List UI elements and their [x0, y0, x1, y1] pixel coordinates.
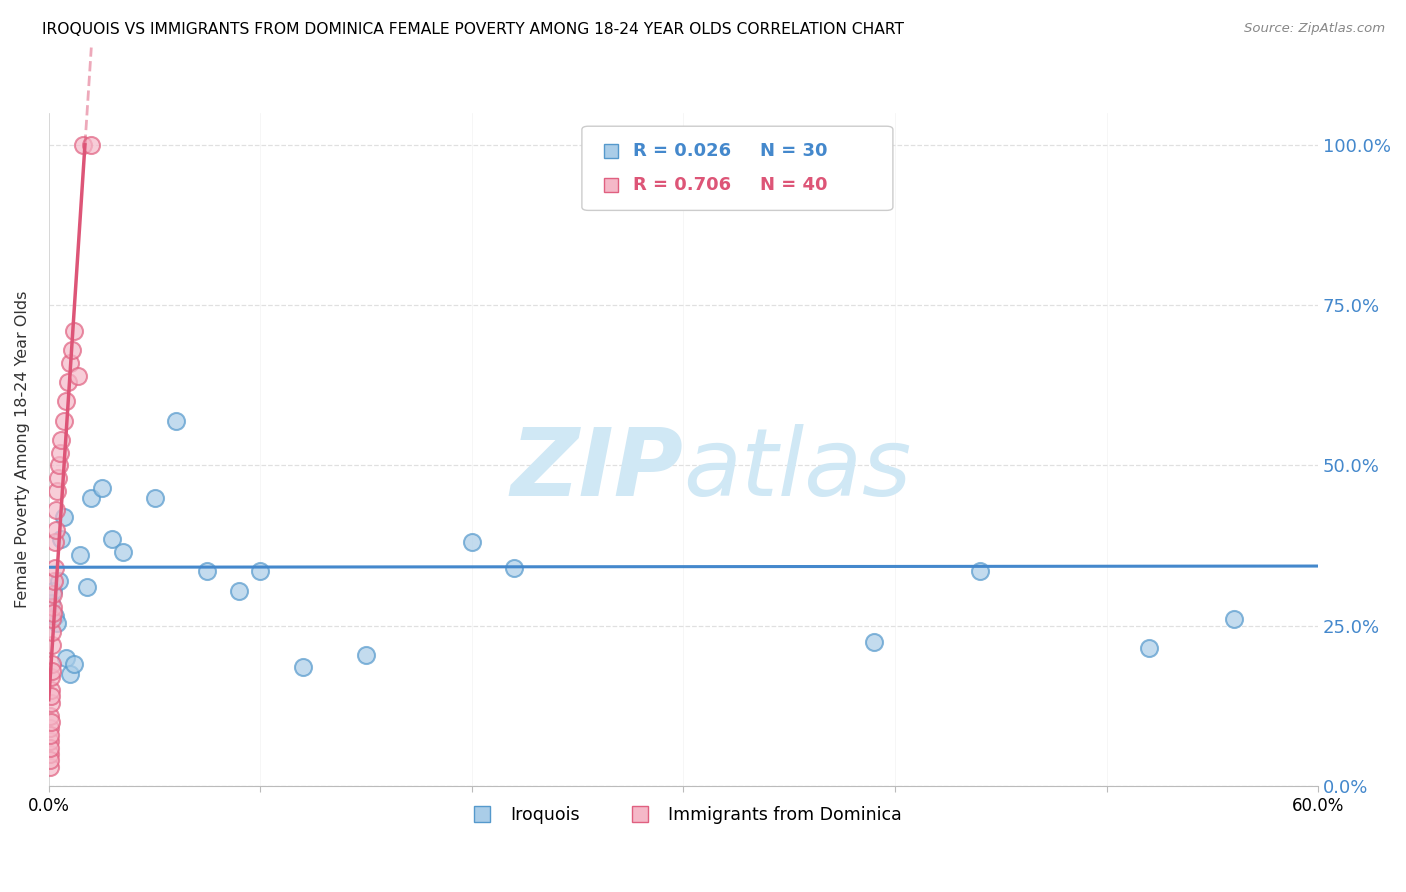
Point — [49, 445, 72, 459]
Point — [44, 535, 66, 549]
Point — [56, 375, 79, 389]
Point — [249, 564, 271, 578]
Point — [90, 481, 112, 495]
Point — [143, 491, 166, 505]
Point — [44, 609, 66, 624]
Point — [291, 660, 314, 674]
Point — [503, 561, 526, 575]
Point — [39, 740, 62, 755]
Point — [48, 574, 70, 588]
Point — [42, 606, 65, 620]
Point — [111, 545, 134, 559]
Point — [39, 690, 62, 704]
Point — [41, 638, 63, 652]
Point — [101, 533, 124, 547]
Y-axis label: Female Poverty Among 18-24 Year Olds: Female Poverty Among 18-24 Year Olds — [15, 291, 30, 608]
Point — [42, 574, 65, 588]
Point — [42, 583, 65, 598]
Point — [41, 664, 63, 678]
Point — [1137, 641, 1160, 656]
Point — [41, 657, 63, 672]
Text: R = 0.706: R = 0.706 — [633, 176, 731, 194]
Point — [67, 368, 90, 383]
Point — [1222, 612, 1244, 626]
Point — [72, 137, 94, 152]
Point — [80, 491, 103, 505]
Point — [39, 708, 62, 723]
Point — [39, 754, 62, 768]
Point — [39, 670, 62, 684]
Point — [38, 734, 60, 748]
Point — [69, 548, 91, 562]
Point — [52, 509, 75, 524]
Point — [39, 696, 62, 710]
Point — [41, 599, 63, 614]
Point — [55, 394, 77, 409]
Point — [165, 414, 187, 428]
Point — [38, 747, 60, 761]
Point — [45, 523, 67, 537]
Text: ZIP: ZIP — [510, 424, 683, 516]
Point — [41, 625, 63, 640]
Point — [39, 596, 62, 610]
Text: Source: ZipAtlas.com: Source: ZipAtlas.com — [1244, 22, 1385, 36]
Text: atlas: atlas — [683, 424, 911, 516]
Point — [969, 564, 991, 578]
Point — [39, 728, 62, 742]
Point — [51, 533, 73, 547]
Point — [46, 471, 69, 485]
Point — [228, 583, 250, 598]
Point — [52, 414, 75, 428]
Point — [48, 458, 70, 473]
Point — [59, 666, 82, 681]
Point — [76, 580, 98, 594]
Text: IROQUOIS VS IMMIGRANTS FROM DOMINICA FEMALE POVERTY AMONG 18-24 YEAR OLDS CORREL: IROQUOIS VS IMMIGRANTS FROM DOMINICA FEM… — [42, 22, 904, 37]
Point — [354, 648, 377, 662]
Point — [630, 153, 652, 168]
Point — [46, 615, 69, 630]
Point — [80, 137, 103, 152]
Point — [42, 587, 65, 601]
Point — [38, 760, 60, 774]
Point — [39, 722, 62, 736]
Legend: Iroquois, Immigrants from Dominica: Iroquois, Immigrants from Dominica — [458, 799, 908, 831]
Text: R = 0.026: R = 0.026 — [633, 142, 731, 161]
FancyBboxPatch shape — [582, 126, 893, 211]
Point — [60, 343, 83, 357]
Point — [45, 503, 67, 517]
Point — [39, 682, 62, 697]
Point — [197, 564, 219, 578]
Point — [46, 484, 69, 499]
Point — [39, 714, 62, 729]
Point — [863, 635, 886, 649]
Point — [44, 561, 66, 575]
Text: N = 40: N = 40 — [759, 176, 827, 194]
Point — [51, 433, 73, 447]
Point — [41, 612, 63, 626]
Point — [63, 324, 86, 338]
Point — [59, 356, 82, 370]
Point — [461, 535, 484, 549]
Text: N = 30: N = 30 — [759, 142, 827, 161]
Point — [63, 657, 86, 672]
Point — [55, 651, 77, 665]
